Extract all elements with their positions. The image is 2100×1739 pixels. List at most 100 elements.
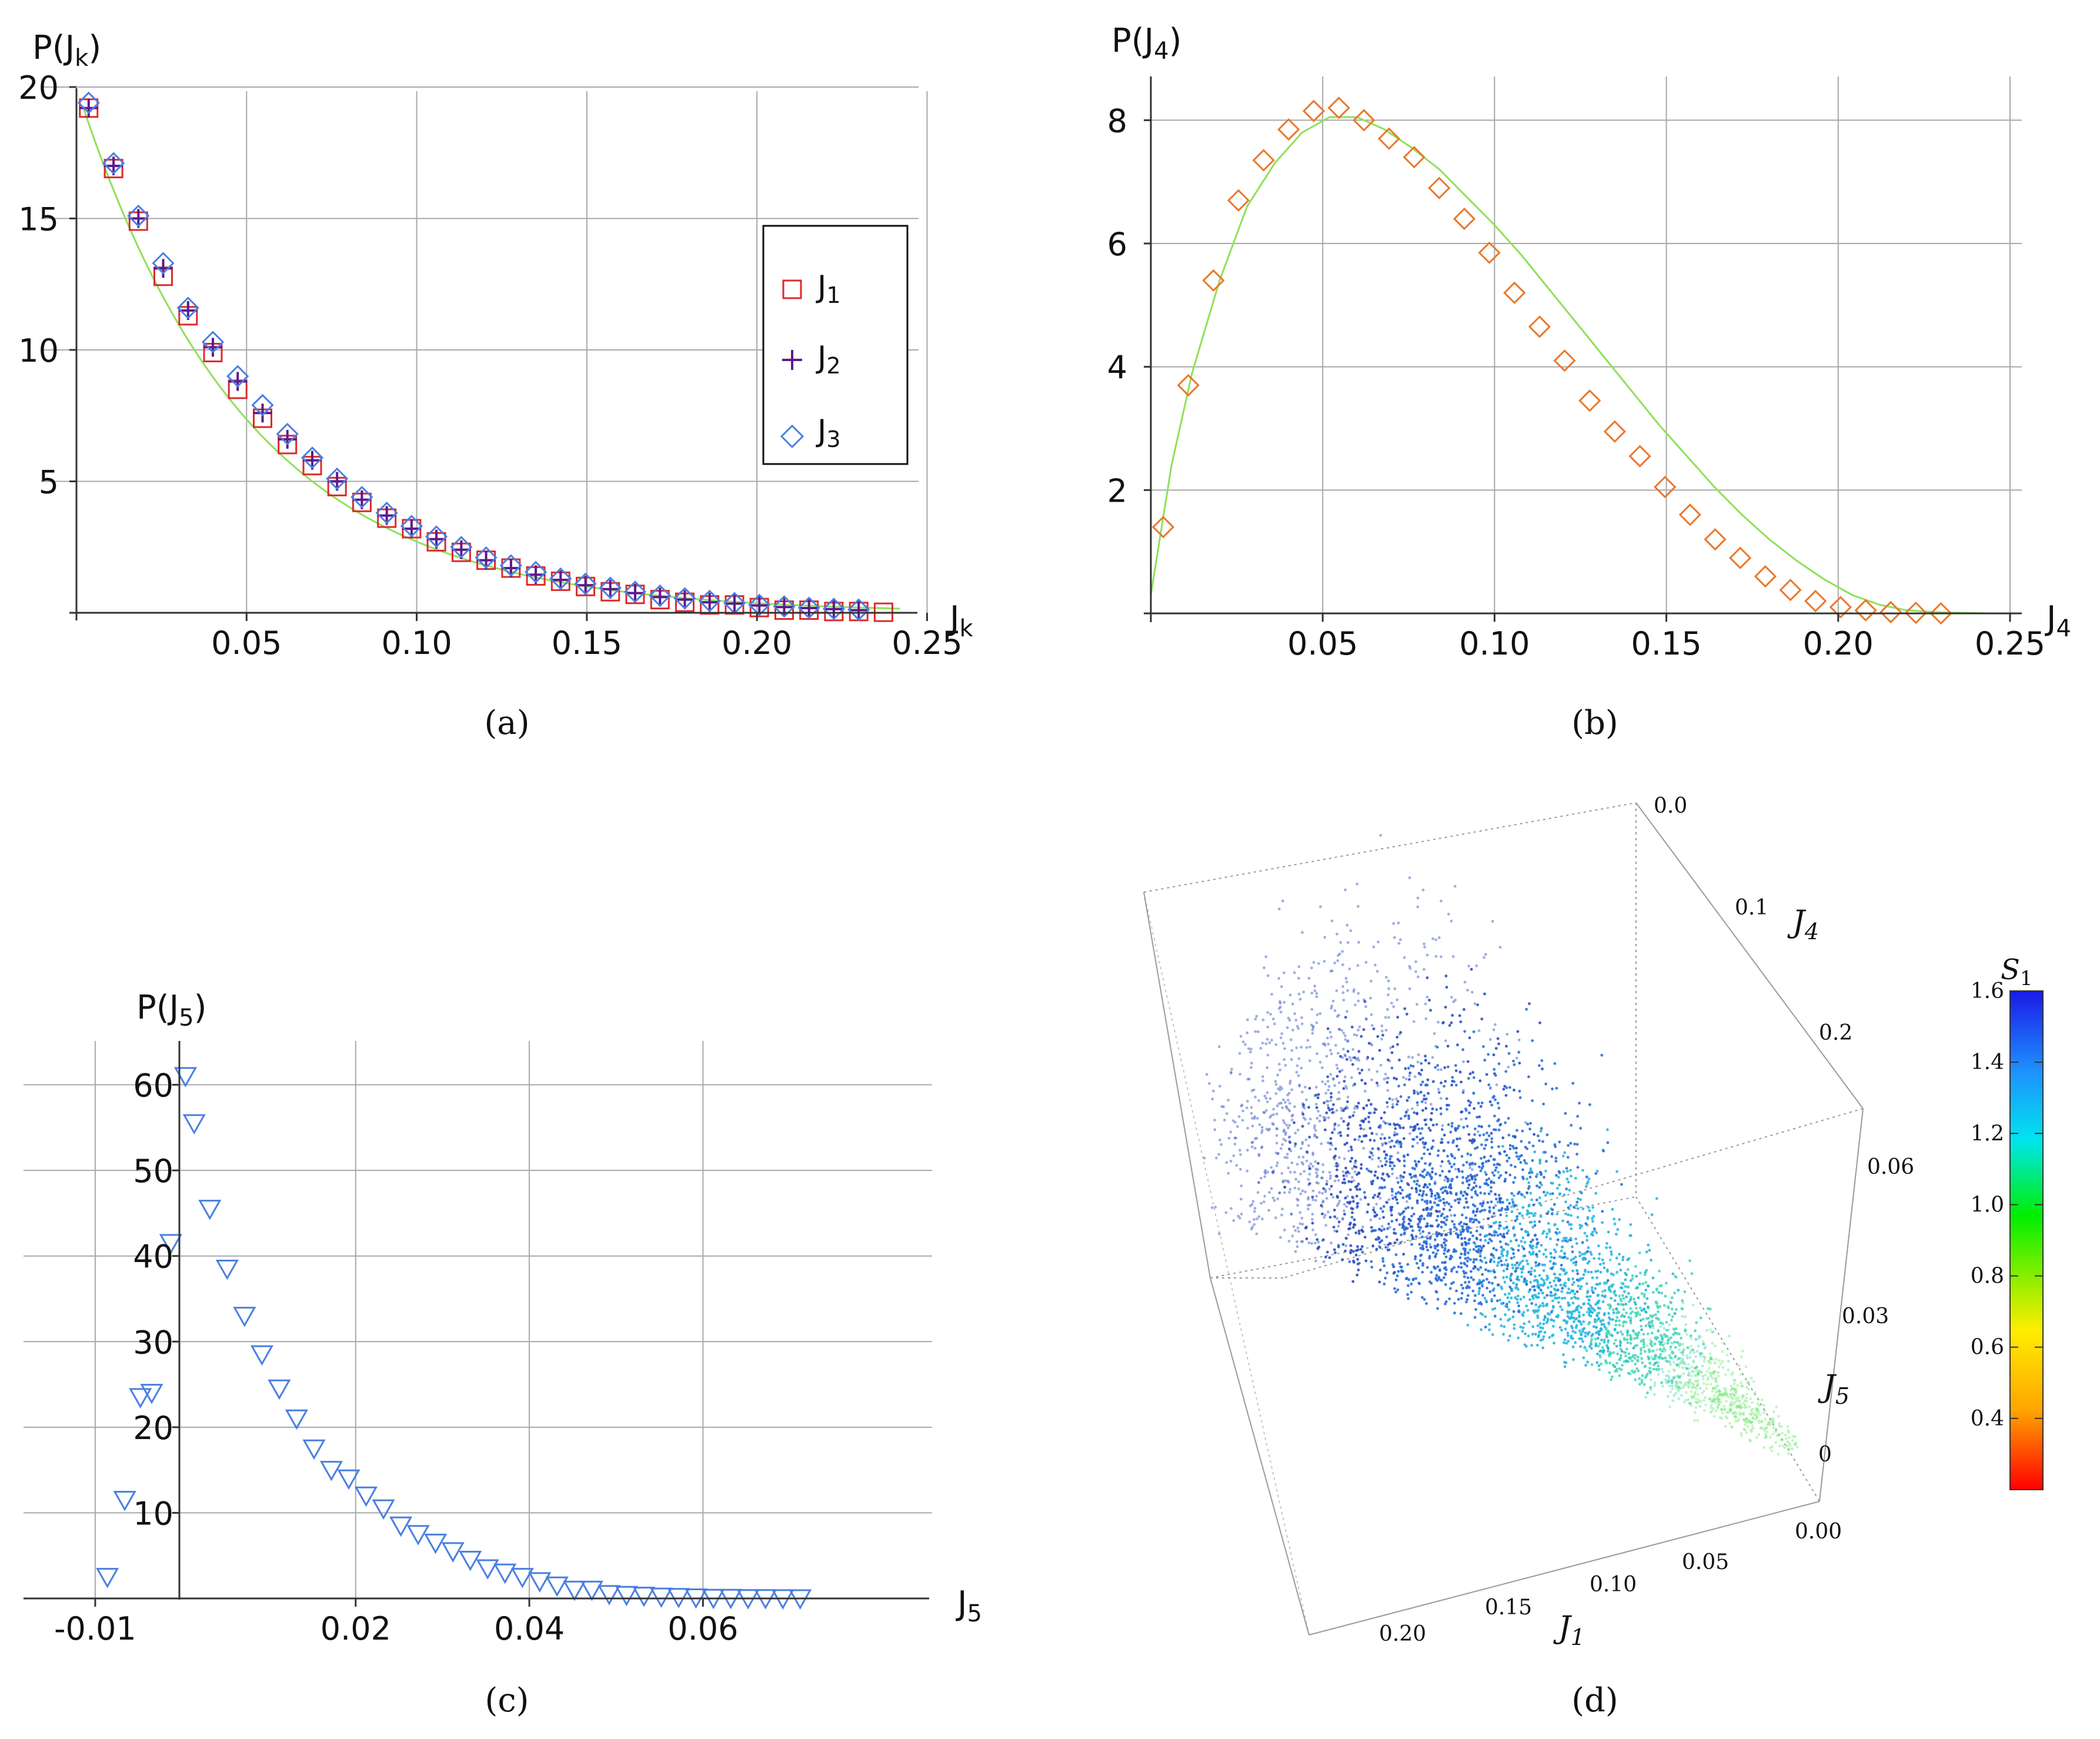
cloud-point [1403, 1159, 1406, 1163]
cloud-point [1404, 1077, 1408, 1081]
cloud-point [1762, 1427, 1766, 1430]
panel-a-grid [41, 86, 928, 620]
cloud-point [1417, 1225, 1420, 1229]
cloud-point [1313, 1124, 1317, 1127]
cloud-point [1364, 1082, 1367, 1085]
cloud-point [1414, 1277, 1418, 1280]
cloud-point [1371, 1196, 1375, 1199]
cloud-point [1416, 1060, 1420, 1064]
cloud-point [1420, 1062, 1423, 1065]
cloud-point [1567, 1340, 1570, 1343]
cloud-point [1288, 1147, 1291, 1151]
cloud-point [1684, 1398, 1687, 1402]
cloud-point [1351, 1176, 1354, 1179]
cloud-point [1370, 1260, 1373, 1263]
cloud-point [1750, 1421, 1754, 1424]
cloud-point [1383, 1111, 1386, 1114]
cloud-point [1397, 1191, 1400, 1194]
cloud-point [1574, 1177, 1577, 1180]
cloud-point [1535, 1238, 1539, 1241]
cloud-point [1278, 1069, 1282, 1072]
cloud-point [1470, 1276, 1473, 1279]
cloud-point [1280, 1032, 1284, 1035]
cloud-point [1410, 1282, 1413, 1286]
cloud-point [1484, 1268, 1487, 1271]
cloud-point [1702, 1355, 1705, 1359]
cloud-point [1455, 1083, 1458, 1087]
cloud-point [1329, 1137, 1333, 1140]
cloud-point [1321, 1212, 1324, 1216]
cloud-point [1315, 992, 1318, 995]
cloud-point [1694, 1380, 1697, 1383]
cloud-point [1363, 1236, 1367, 1239]
cloud-point [1281, 1179, 1285, 1183]
marker-j4-8 [1353, 109, 1375, 132]
cloud-point [1365, 1018, 1368, 1021]
cloud-point [1337, 1179, 1340, 1182]
cloud-point [1535, 1255, 1539, 1259]
cloud-point [1682, 1348, 1685, 1351]
cloud-point [1295, 1070, 1298, 1074]
cloud-point [1310, 1023, 1313, 1027]
cloud-point [1711, 1400, 1714, 1404]
cloud-point [1567, 1206, 1570, 1210]
cloud-point [1670, 1319, 1673, 1322]
cloud-point [1651, 1357, 1655, 1361]
cloud-point [1459, 1233, 1463, 1236]
cloud-point [1618, 1344, 1622, 1347]
cloud-point [1301, 1105, 1305, 1109]
cloud-point [1597, 1344, 1600, 1348]
cloud-point [1572, 1316, 1575, 1320]
x-tick-label: 0.25 [1975, 625, 2045, 662]
cloud-point [1675, 1363, 1678, 1367]
cloud-point [1625, 1273, 1628, 1277]
cloud-point [1717, 1394, 1720, 1398]
cloud-point [1704, 1346, 1707, 1349]
cloud-point [1449, 1232, 1453, 1236]
cloud-point [1330, 1036, 1333, 1039]
cloud-point [1220, 1143, 1223, 1146]
cloud-point [1408, 1132, 1412, 1135]
cloud-point [1404, 1110, 1408, 1114]
cloud-point [1417, 1266, 1420, 1270]
cloud-point [1688, 1367, 1691, 1370]
cloud-point [1569, 1169, 1572, 1172]
cloud-point [1517, 1304, 1521, 1308]
cloud-point [1438, 1232, 1441, 1236]
cloud-point [1444, 1244, 1447, 1247]
cloud-point [1377, 1165, 1380, 1169]
cloud-point [1440, 1243, 1443, 1247]
cloud-point [1401, 1270, 1404, 1273]
cloud-point [1675, 1380, 1678, 1384]
cloud-point [1465, 1300, 1468, 1304]
cloud-point [1335, 1161, 1338, 1165]
cloud-point [1517, 1266, 1520, 1270]
cloud-point [1241, 1119, 1244, 1122]
cloud-point [1565, 1341, 1568, 1345]
cloud-point [1650, 1331, 1654, 1335]
cloud-point [1499, 1240, 1502, 1243]
cloud-point [1413, 1167, 1417, 1171]
cloud-point [1734, 1392, 1737, 1395]
cloud-point [1353, 1107, 1356, 1110]
cloud-point [1569, 1141, 1573, 1145]
cloud-point [1213, 1119, 1216, 1121]
cloud-point [1247, 1047, 1250, 1050]
cloud-point [1393, 936, 1396, 939]
cloud-point [1350, 1148, 1354, 1151]
cloud-point [1408, 964, 1411, 968]
cloud-point [1373, 1211, 1377, 1214]
cloud-point [1550, 1256, 1553, 1259]
cloud-point [1346, 1170, 1349, 1173]
cloud-point [1612, 1217, 1616, 1221]
cloud-point [1271, 1171, 1275, 1174]
cloud-point [1377, 1126, 1381, 1129]
x-tick-label: 0.15 [552, 625, 622, 662]
cloud-point [1415, 1135, 1418, 1139]
cloud-point [1723, 1394, 1727, 1397]
cloud-point [1371, 1154, 1374, 1157]
cloud-point [1602, 1349, 1605, 1353]
cloud-point [1742, 1402, 1745, 1405]
y-tick-label: 8 [1107, 102, 1127, 139]
cloud-point [1695, 1384, 1699, 1387]
